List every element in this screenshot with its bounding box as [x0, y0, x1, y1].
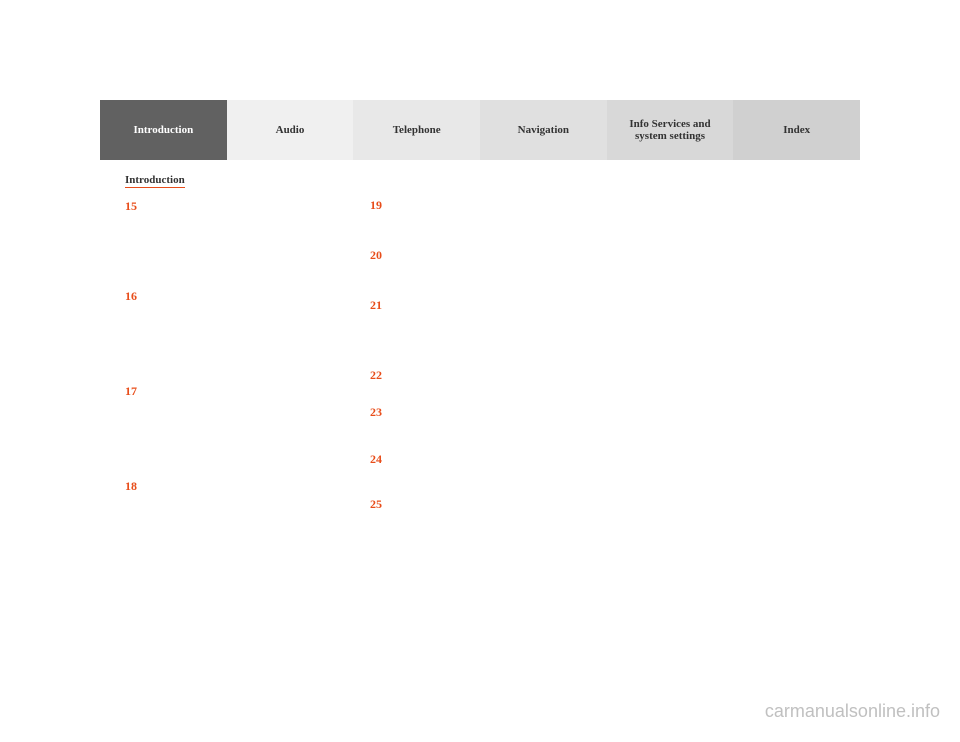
tab-label-audio: Audio	[276, 124, 305, 136]
tab-telephone[interactable]: Telephone	[353, 100, 480, 160]
tab-index[interactable]: Index	[733, 100, 860, 160]
section-title: Introduction	[125, 174, 185, 188]
list-item: 21	[370, 298, 595, 313]
tab-introduction[interactable]: Introduction	[100, 100, 227, 160]
list-item: 20	[370, 248, 595, 263]
tab-info[interactable]: Info Services and system settings	[607, 100, 734, 160]
list-item: 23	[370, 405, 595, 420]
tab-audio[interactable]: Audio	[227, 100, 354, 160]
tab-label-info: Info Services and system settings	[617, 118, 724, 142]
column-spacer	[615, 170, 860, 562]
tab-label-navigation: Navigation	[518, 124, 569, 136]
list-item: 15	[125, 199, 350, 214]
tab-bar: Introduction Audio Telephone Navigation …	[100, 100, 860, 160]
list-item: 16	[125, 289, 350, 304]
list-item: 19	[370, 198, 595, 213]
list-item: 25	[370, 497, 595, 512]
tab-navigation[interactable]: Navigation	[480, 100, 607, 160]
column-left: Introduction 15 16 17 18	[125, 170, 370, 562]
tab-label-telephone: Telephone	[393, 124, 441, 136]
column-right: 19 20 21 22 23 24 25	[370, 170, 615, 562]
tab-label-introduction: Introduction	[133, 124, 193, 136]
list-item: 24	[370, 452, 595, 467]
list-item: 18	[125, 479, 350, 494]
list-item: 17	[125, 384, 350, 399]
content-area: Introduction 15 16 17 18 19 20 21	[100, 160, 860, 562]
list-item: 22	[370, 368, 595, 383]
watermark: carmanualsonline.info	[765, 701, 940, 722]
tab-label-index: Index	[783, 124, 810, 136]
page-container: Introduction Audio Telephone Navigation …	[0, 0, 960, 562]
